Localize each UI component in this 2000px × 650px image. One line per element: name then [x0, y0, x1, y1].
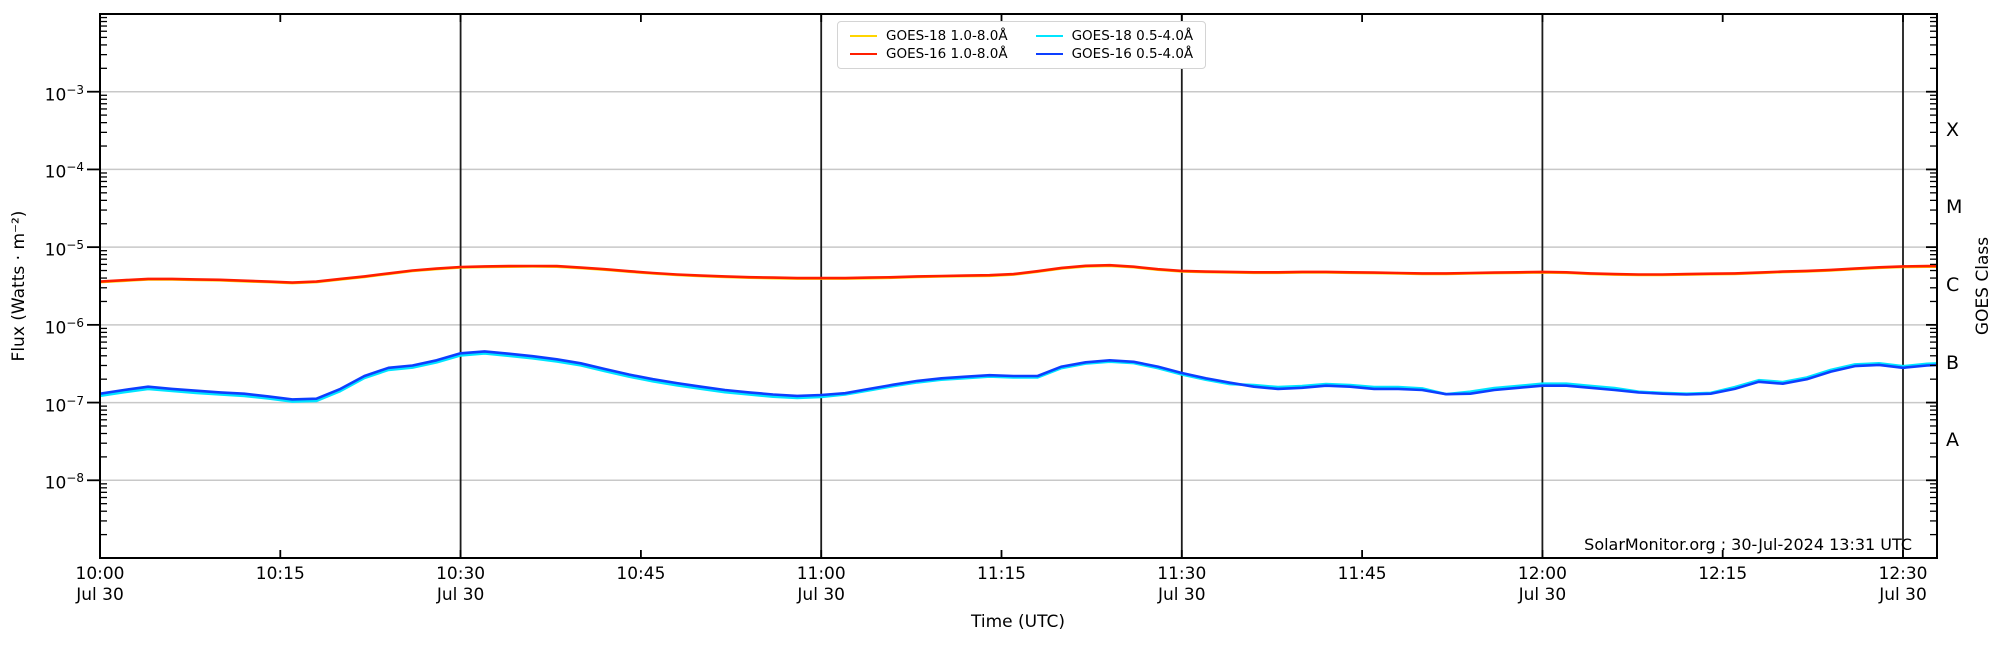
legend-line-swatch — [850, 53, 877, 55]
x-tick-date: Jul 30 — [436, 585, 485, 605]
x-tick-date: Jul 30 — [1879, 585, 1927, 605]
goes-class-letter: A — [1946, 429, 1959, 452]
x-tick-label: 11:30 Jul 30 — [1157, 564, 1207, 605]
y-tick-label: 10−8 — [44, 471, 84, 494]
legend-entry: GOES-18 1.0-8.0Å — [850, 28, 1008, 44]
y-axis-title: Flux (Watts · m⁻²) — [9, 210, 29, 362]
x-tick-date: Jul 30 — [1158, 585, 1206, 605]
legend-line-swatch — [1035, 35, 1063, 37]
y-tick-label: 10−4 — [44, 160, 84, 184]
legend-label: GOES-16 0.5-4.0Å — [1071, 46, 1194, 62]
goes-class-letter: X — [1946, 118, 1960, 141]
x-tick-label: 10:15 — [255, 564, 305, 584]
x-axis-title: Time (UTC) — [971, 612, 1065, 632]
y-tick-label: 10−3 — [44, 82, 84, 106]
x-tick-label: 12:15 — [1698, 564, 1748, 584]
x-tick-label: 11:00 Jul 30 — [796, 564, 846, 605]
goes-class-letter: C — [1946, 274, 1960, 296]
right-axis-title: GOES Class — [1973, 236, 1993, 336]
x-tick-label: 12:00 Jul 30 — [1517, 564, 1567, 605]
y-tick-label: 10−5 — [44, 238, 84, 261]
axes-frame — [99, 13, 1938, 559]
source-annotation: SolarMonitor.org : 30-Jul-2024 13:31 UTC — [1584, 535, 1912, 554]
legend-label: GOES-18 0.5-4.0Å — [1071, 28, 1194, 44]
legend-entry: GOES-16 0.5-4.0Å — [1035, 46, 1194, 62]
x-tick-date: Jul 30 — [1518, 585, 1567, 605]
legend-entry: GOES-16 1.0-8.0Å — [850, 46, 1008, 62]
y-tick-label: 10−6 — [44, 315, 84, 339]
x-tick-label: 12:30 Jul 30 — [1878, 564, 1928, 605]
legend-label: GOES-18 1.0-8.0Å — [886, 28, 1008, 44]
flux-curve-2 — [100, 263, 1937, 284]
x-tick-label: 11:15 — [977, 564, 1026, 584]
legend-line-swatch — [1035, 53, 1063, 55]
x-tick-date: Jul 30 — [797, 585, 845, 605]
x-tick-label: 10:00 Jul 30 — [75, 564, 125, 605]
x-tick-label: 10:30 Jul 30 — [436, 564, 486, 605]
legend-label: GOES-16 1.0-8.0Å — [886, 46, 1008, 62]
goes-class-letter: M — [1946, 196, 1963, 219]
legend-entry: GOES-18 0.5-4.0Å — [1035, 28, 1194, 44]
flux-curve-4 — [100, 350, 1937, 401]
y-tick-label: 10−7 — [44, 393, 84, 417]
x-tick-date: Jul 30 — [76, 585, 124, 605]
legend-line-swatch — [850, 35, 877, 37]
x-tick-label: 11:45 — [1337, 564, 1387, 584]
goes-class-letter: B — [1946, 351, 1960, 374]
x-tick-label: 10:45 — [616, 564, 666, 584]
legend: GOES-18 1.0-8.0Å GOES-16 1.0-8.0Å GOES-1… — [837, 21, 1207, 69]
